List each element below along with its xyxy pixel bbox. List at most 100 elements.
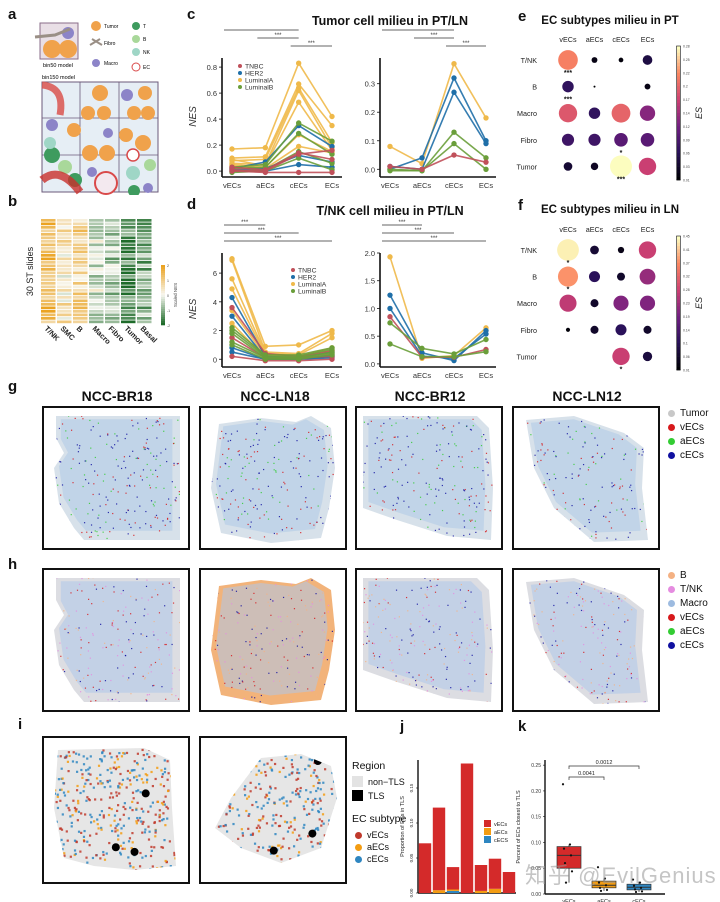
cell-dot [406, 417, 408, 420]
cell-dot [491, 628, 493, 630]
cell-dot [119, 876, 121, 878]
cell-dot [142, 810, 145, 813]
heatmap-cell [121, 261, 136, 264]
cell-dot [630, 672, 632, 675]
cell-dot [136, 873, 138, 875]
cell-dot [432, 625, 434, 627]
heatmap-cell [89, 275, 104, 278]
cell-dot [54, 652, 56, 654]
cell-dot [239, 682, 241, 685]
data-point [229, 276, 235, 282]
cell-dot [489, 425, 491, 427]
cell-dot [160, 452, 162, 454]
cell-dot [259, 819, 262, 822]
bin150-model-illustration [39, 81, 159, 195]
cell-dot [65, 756, 68, 759]
cell-dot [373, 488, 375, 491]
cell-dot [464, 606, 466, 608]
cell-dot [419, 611, 421, 613]
cell-dot [471, 673, 473, 676]
cell-dot [425, 482, 427, 484]
colorbar-segment [161, 315, 165, 318]
cell-dot [210, 788, 212, 790]
cell-dot [186, 769, 188, 771]
cell-dot [242, 681, 244, 683]
cell-dot [588, 518, 590, 521]
cell-dot [95, 700, 97, 702]
cell-dot [535, 413, 536, 414]
cell-dot [79, 850, 82, 853]
y-tick-label: 1.0 [365, 304, 375, 313]
heatmap-cell [57, 229, 72, 233]
cell-dot [631, 657, 634, 660]
cell-dot [119, 818, 122, 821]
bar-vecs [502, 872, 516, 893]
cell-dot [76, 784, 79, 788]
cell-dot [294, 754, 297, 756]
cell-dot [424, 653, 426, 655]
data-point [638, 881, 642, 884]
cell-dot [181, 759, 183, 761]
colorbar-segment [677, 319, 680, 324]
cell-dot [287, 659, 289, 661]
cell-dot [108, 779, 111, 782]
cell-dot [222, 453, 224, 456]
x-tick-label: vECs [223, 371, 241, 380]
cell-dot [236, 611, 238, 613]
cell-dot [229, 416, 231, 418]
cell-dot [110, 808, 113, 811]
cell-dot [65, 804, 68, 807]
cell-dots [54, 416, 188, 540]
cell-dot [420, 702, 421, 703]
cell-dot [461, 607, 463, 609]
column-label: cECs [612, 35, 630, 44]
cell-dot [441, 478, 443, 480]
cell-dot [364, 631, 366, 633]
cell-dot [560, 519, 562, 522]
cell-dot [548, 479, 551, 481]
cell-dot [153, 846, 156, 849]
legend-region-title: Region [352, 760, 386, 772]
cell-dot [516, 676, 517, 677]
cell-dot [609, 511, 611, 514]
cell-dot [405, 464, 407, 466]
cell-dot [171, 688, 173, 690]
cell-dot [518, 547, 519, 548]
cell-dot [227, 440, 229, 442]
cell-dot [550, 618, 552, 621]
series-line-tnbc [231, 152, 333, 171]
cell-dot [298, 834, 301, 837]
square-icon [352, 776, 363, 787]
cell-dot [485, 458, 487, 460]
cell-dot [55, 854, 58, 857]
cell-dot [618, 598, 620, 600]
cell-dot [51, 811, 53, 813]
data-point [329, 122, 335, 129]
cell-dot [578, 604, 580, 606]
cell-dot [323, 858, 326, 861]
cell-dot [216, 660, 218, 662]
cell-dot [384, 608, 387, 610]
cell-dot [375, 523, 377, 525]
cell-dot [358, 434, 359, 435]
colorbar-segment [677, 343, 680, 347]
cell-dot [279, 814, 283, 818]
cell-dot [330, 697, 332, 699]
cell-dot [580, 625, 582, 627]
cell-dot [436, 422, 438, 424]
tls-region [111, 843, 120, 852]
cell-dot [249, 790, 252, 793]
cell-dot [342, 590, 343, 591]
cell-dot [211, 603, 213, 605]
heatmap-cell [105, 250, 120, 254]
colorbar-tick-label: 0.45 [683, 235, 690, 239]
cell-dot [144, 447, 146, 449]
cell-dot [378, 656, 381, 658]
cell-dot [233, 699, 235, 702]
cell-dot [166, 518, 169, 520]
colorbar-segment [161, 323, 165, 326]
cell-dot [187, 495, 188, 496]
cell-dot [601, 486, 603, 488]
cell-dot [647, 676, 648, 678]
